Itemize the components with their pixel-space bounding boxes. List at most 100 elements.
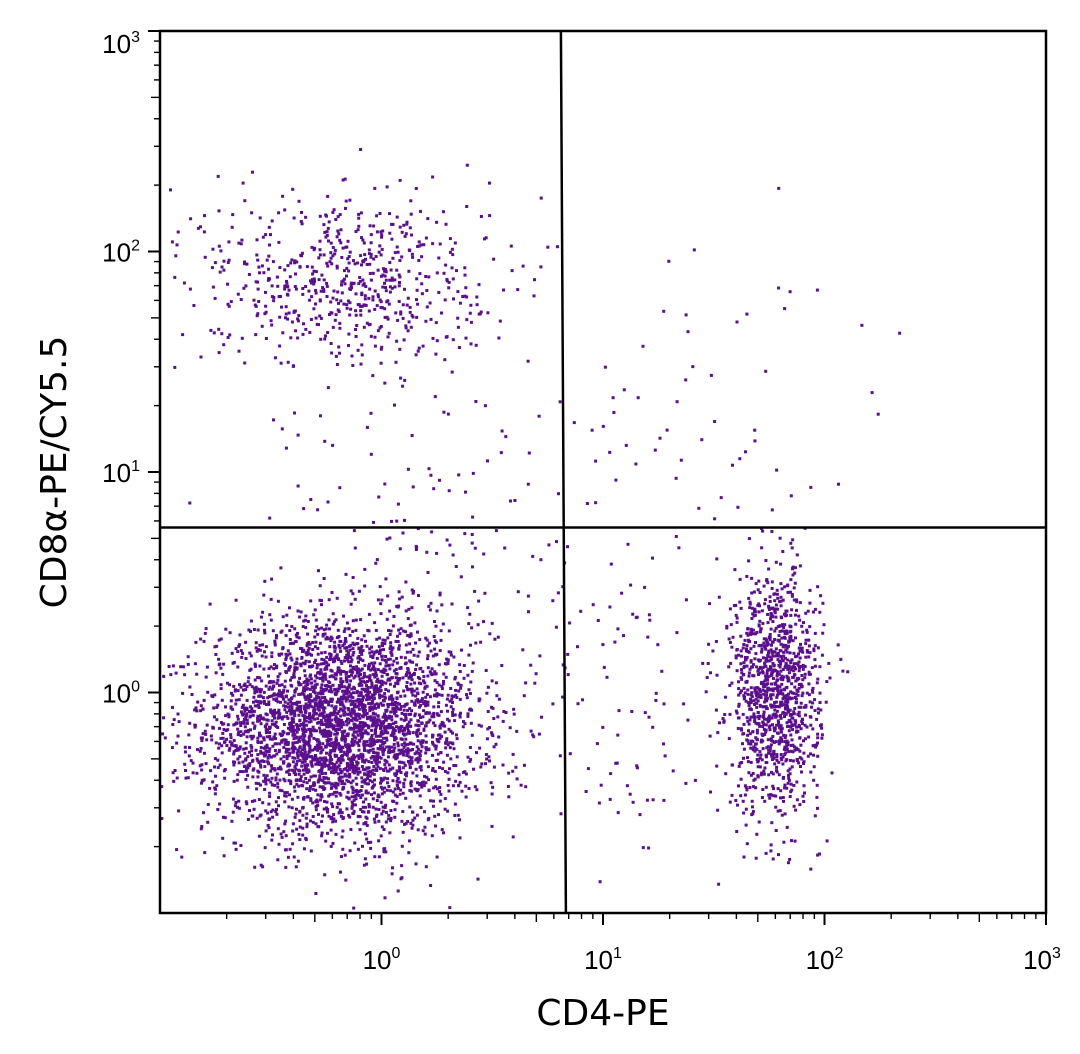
data-point-4222 xyxy=(774,647,778,651)
data-point-4762 xyxy=(319,316,323,320)
data-point-4573 xyxy=(804,638,808,642)
data-point-3017 xyxy=(399,705,403,708)
data-point-3223 xyxy=(319,793,323,797)
data-point-3486 xyxy=(391,722,395,726)
data-point-903 xyxy=(254,781,258,785)
data-point-3130 xyxy=(327,764,331,768)
data-point-2232 xyxy=(360,651,363,655)
data-point-257 xyxy=(457,773,461,777)
data-point-47 xyxy=(352,809,356,813)
data-point-2750 xyxy=(264,809,268,813)
data-point-4230 xyxy=(754,736,758,740)
data-point-1282 xyxy=(366,685,370,689)
data-point-4709 xyxy=(776,787,780,791)
data-point-4121 xyxy=(787,692,790,696)
data-point-3469 xyxy=(375,757,379,761)
data-point-2326 xyxy=(466,755,470,759)
data-point-3466 xyxy=(432,635,436,638)
data-point-3329 xyxy=(424,724,427,728)
data-point-254 xyxy=(354,776,358,780)
data-point-2851 xyxy=(339,750,343,754)
data-point-519 xyxy=(370,740,374,744)
data-point-1620 xyxy=(333,656,337,660)
data-point-4841 xyxy=(409,212,413,216)
data-point-4802 xyxy=(399,312,403,316)
data-point-4365 xyxy=(784,734,788,738)
data-point-249 xyxy=(458,663,462,667)
data-point-4960 xyxy=(396,250,400,254)
data-point-4636 xyxy=(781,668,785,671)
data-point-3947 xyxy=(779,662,783,666)
data-point-4163 xyxy=(784,696,787,700)
data-point-4252 xyxy=(766,675,770,679)
data-point-2849 xyxy=(342,642,346,646)
data-point-1702 xyxy=(277,715,281,718)
data-point-3406 xyxy=(435,787,439,791)
data-point-3881 xyxy=(793,685,797,689)
data-point-209 xyxy=(351,647,355,651)
data-point-2459 xyxy=(287,805,291,809)
data-point-280 xyxy=(293,756,296,760)
data-point-3624 xyxy=(753,718,757,722)
data-point-4215 xyxy=(784,751,788,755)
data-point-1796 xyxy=(433,814,437,818)
data-point-2361 xyxy=(300,656,304,660)
data-point-4652 xyxy=(790,723,794,727)
data-point-4929 xyxy=(404,324,408,328)
data-point-1983 xyxy=(398,632,402,636)
data-point-3386 xyxy=(433,672,437,676)
data-point-2205 xyxy=(354,789,358,793)
data-point-4395 xyxy=(777,663,781,667)
data-point-644 xyxy=(199,637,203,641)
data-point-4718 xyxy=(772,726,776,730)
data-point-2438 xyxy=(383,715,387,719)
data-point-2984 xyxy=(370,761,374,764)
data-point-4917 xyxy=(269,233,272,237)
data-point-2692 xyxy=(306,795,310,799)
data-point-3165 xyxy=(317,627,321,631)
data-point-1854 xyxy=(408,707,412,711)
data-point-4856 xyxy=(286,284,290,288)
data-point-1884 xyxy=(262,699,266,703)
data-point-3286 xyxy=(262,690,266,694)
data-point-4468 xyxy=(800,624,804,628)
data-point-842 xyxy=(400,864,404,868)
data-point-4197 xyxy=(802,800,806,803)
data-point-352 xyxy=(427,778,430,782)
data-point-4843 xyxy=(332,289,336,293)
data-point-538 xyxy=(248,668,252,672)
data-point-3427 xyxy=(395,756,399,760)
data-point-4272 xyxy=(739,794,743,798)
data-point-3261 xyxy=(303,662,307,666)
data-point-2419 xyxy=(266,728,269,732)
data-point-1949 xyxy=(233,804,237,808)
data-point-1424 xyxy=(436,733,440,737)
data-point-4203 xyxy=(770,716,774,720)
data-point-460 xyxy=(316,647,320,650)
data-point-72 xyxy=(426,765,430,769)
data-point-2753 xyxy=(418,794,422,798)
data-point-653 xyxy=(262,760,266,763)
data-point-4941 xyxy=(354,328,357,331)
data-point-3514 xyxy=(368,651,372,655)
data-point-2260 xyxy=(330,782,334,786)
data-point-4795 xyxy=(226,282,229,286)
data-point-2877 xyxy=(284,738,288,742)
data-point-2650 xyxy=(331,683,335,687)
data-point-4550 xyxy=(792,586,796,590)
data-point-3319 xyxy=(280,652,284,656)
data-point-2099 xyxy=(311,664,315,668)
data-point-3273 xyxy=(369,668,373,672)
data-point-4476 xyxy=(765,673,769,677)
data-point-3845 xyxy=(779,562,783,566)
data-point-1670 xyxy=(449,729,453,733)
data-point-4294 xyxy=(753,686,757,690)
data-point-497 xyxy=(241,760,245,764)
data-point-1580 xyxy=(437,813,440,817)
data-point-2909 xyxy=(402,727,406,731)
data-point-1799 xyxy=(252,807,256,811)
data-point-4509 xyxy=(739,777,743,781)
data-point-4690 xyxy=(779,728,783,732)
data-point-2860 xyxy=(323,873,327,877)
data-point-3149 xyxy=(435,694,439,698)
